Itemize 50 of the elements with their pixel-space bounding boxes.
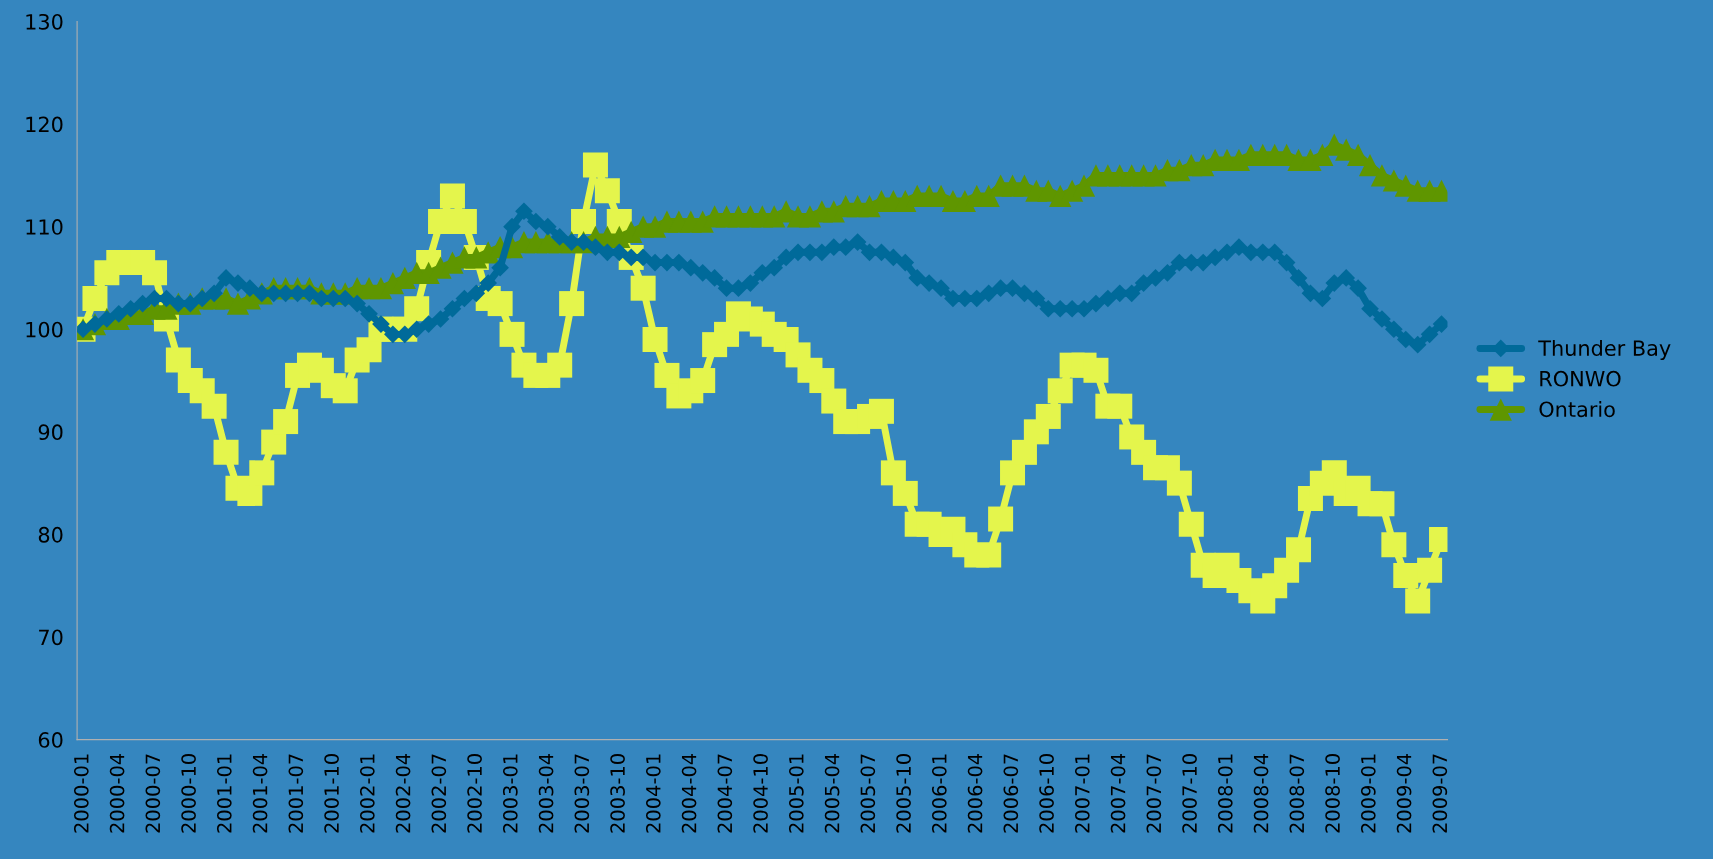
x-tick-label: 2006-01 xyxy=(931,754,947,833)
x-tick-label: 2008-10 xyxy=(1325,754,1340,833)
x-tick-label: 2006-04 xyxy=(967,753,983,833)
x-tick-label: 2000-01 xyxy=(73,754,89,833)
y-tick-label: 130 xyxy=(26,13,63,30)
x-tick-label: 2000-04 xyxy=(109,753,125,833)
x-tick-label: 2008-04 xyxy=(1253,753,1269,833)
x-tick-label: 2002-01 xyxy=(359,754,375,833)
x-tick-label: 2001-07 xyxy=(288,754,304,833)
x-tick-label: 2002-04 xyxy=(395,753,411,833)
x-tick-label: 2001-01 xyxy=(216,754,232,833)
x-tick-label: 2008-01 xyxy=(1217,754,1233,833)
y-tick-label: 70 xyxy=(39,629,63,646)
x-tick-label: 2007-10 xyxy=(1182,754,1197,833)
x-tick-label: 2006-07 xyxy=(1003,754,1019,833)
x-tick-label: 2002-07 xyxy=(431,754,447,833)
x-tick-label: 2009-04 xyxy=(1396,753,1412,833)
x-tick-label: 2005-07 xyxy=(860,754,876,833)
x-tick-label: 2003-01 xyxy=(502,754,518,833)
legend-label: Ontario xyxy=(1539,401,1615,418)
x-tick-label: 2001-04 xyxy=(252,753,268,833)
x-tick-label: 2004-07 xyxy=(717,754,733,833)
y-tick-label: 80 xyxy=(38,526,63,543)
x-tick-label: 2007-07 xyxy=(1146,754,1162,833)
y-tick-label: 100 xyxy=(26,321,63,338)
x-tick-label: 2007-01 xyxy=(1074,754,1090,833)
x-tick-label: 2002-10 xyxy=(467,754,482,833)
y-tick-label: 90 xyxy=(38,424,63,441)
x-tick-label: 2005-04 xyxy=(824,753,840,833)
x-tick-label: 2007-04 xyxy=(1110,753,1126,833)
x-tick-label: 2000-10 xyxy=(181,754,196,833)
x-tick-label: 2004-10 xyxy=(753,754,768,833)
x-tick-label: 2005-01 xyxy=(788,754,804,833)
legend-label: RONWO xyxy=(1540,370,1621,387)
x-tick-label: 2009-01 xyxy=(1360,754,1376,833)
x-tick-label: 2003-10 xyxy=(610,754,625,833)
x-tick-label: 2004-04 xyxy=(681,753,697,833)
y-tick-label: 120 xyxy=(26,116,63,133)
legend-label: Thunder Bay xyxy=(1538,339,1671,361)
x-tick-label: 2006-10 xyxy=(1039,754,1054,833)
x-tick-label: 2003-07 xyxy=(574,754,590,833)
x-tick-label: 2003-04 xyxy=(538,753,554,833)
x-tick-label: 2001-10 xyxy=(324,754,339,833)
x-tick-label: 2005-10 xyxy=(896,754,911,833)
x-tick-label: 2008-07 xyxy=(1289,754,1305,833)
x-tick-label: 2009-07 xyxy=(1432,754,1448,833)
y-tick-label: 110 xyxy=(26,219,63,235)
y-tick-label: 60 xyxy=(38,732,63,748)
x-tick-label: 2004-01 xyxy=(645,754,661,833)
x-tick-label: 2000-07 xyxy=(145,754,161,833)
